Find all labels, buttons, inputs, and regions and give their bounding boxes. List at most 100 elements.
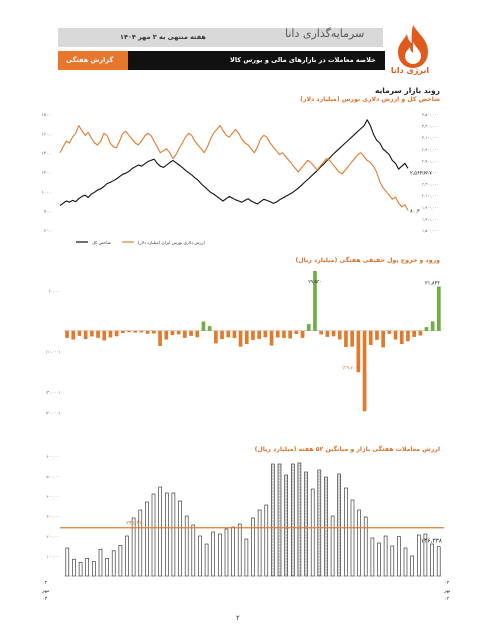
header-title-bar: [58, 51, 385, 70]
trade-bar: [145, 501, 149, 577]
right-tick-label: ۱,۵۰۰,۰۰۰: [422, 228, 439, 233]
x-end-label: ۰۴: [444, 581, 450, 586]
series-line-0: [59, 119, 409, 207]
left-tick-label: ۱۰۰.۰: [42, 189, 52, 194]
left-tick-label: ۱۴۰.۰: [42, 151, 52, 156]
y-tick-label: (۱۰,۰۰۰): [46, 349, 61, 354]
trade-bar: [251, 517, 255, 577]
trade-bar: [436, 546, 441, 577]
trade-bar: [118, 545, 123, 577]
flow-bar: [325, 330, 330, 337]
average-label: ۲۴۱,۳۶۰: [126, 521, 145, 527]
trade-bar: [350, 499, 355, 577]
trade-bar: [125, 535, 129, 577]
trade-bar: [65, 547, 70, 577]
trade-bar: [397, 536, 401, 577]
flow-bar: [65, 330, 69, 338]
flow-bar: [418, 330, 423, 336]
flow-bar: [275, 330, 280, 338]
flow-bar: [406, 330, 410, 342]
flow-bar: [164, 330, 169, 340]
flow-bar: [220, 330, 224, 340]
flow-bar: [114, 330, 119, 337]
flow-bar: [244, 330, 249, 344]
flow-bar: [121, 330, 125, 333]
flow-bar: [238, 330, 243, 347]
right-tick-label: ۲,۵۰۰,۰۰۰: [422, 170, 439, 175]
flow-bar: [102, 330, 107, 341]
y-tick-label: ۵۰۰,۰۰۰: [47, 474, 60, 479]
trade-bar: [165, 492, 169, 577]
flow-bar: [145, 330, 150, 334]
flow-bar: [108, 330, 113, 338]
flow-bar: [226, 330, 231, 338]
trade-bar: [105, 558, 109, 577]
flow-bar: [195, 330, 200, 338]
x-start-label: ۰۴: [42, 581, 48, 586]
flow-bar: [387, 330, 392, 334]
x-end-label: ۰۴: [444, 597, 450, 602]
trade-bar: [244, 538, 249, 577]
right-tick-label: ۲,۱۰۰,۰۰۰: [422, 193, 439, 198]
trade-bar: [383, 535, 388, 577]
left-tick-label: ۱۲۰.۰: [42, 170, 52, 175]
trade-bar: [290, 463, 295, 577]
trade-bar: [151, 493, 156, 577]
flow-bar: [214, 330, 218, 344]
flow-bar: [83, 330, 88, 340]
trade-bar: [264, 504, 269, 577]
flow-bar: [306, 324, 311, 331]
trade-bar: [224, 528, 229, 577]
section-title: روند بازار سرمایه: [374, 86, 440, 95]
index-last-label: ۲,۵۶۴,۲۱۷: [410, 170, 432, 176]
left-tick-label: ۱۸۰.۰: [42, 112, 52, 117]
flow-bar: [201, 321, 206, 331]
flow-bar: [393, 330, 398, 340]
flow-bar: [424, 327, 429, 331]
trade-bar: [98, 548, 103, 577]
trade-bar: [363, 516, 368, 577]
trade-bar: [237, 523, 242, 577]
flow-bar: [170, 330, 175, 336]
left-tick-label: ۶۰.۰: [44, 228, 52, 233]
right-tick-label: ۱,۷۰۰,۰۰۰: [422, 216, 439, 221]
flow-bar: [189, 330, 193, 336]
right-tick-label: ۲,۳۰۰,۰۰۰: [422, 182, 439, 187]
trade-bar: [271, 463, 275, 577]
chart2-title: ورود و خروج پول حقیقی هفتگی (میلیارد ریا…: [295, 257, 440, 264]
x-start-label: ۰۳: [42, 596, 48, 602]
report-label-tab: [58, 51, 128, 70]
trade-bar: [92, 561, 96, 577]
last-flow-label: ۲۱,۸۴۲: [425, 281, 440, 287]
y-tick-label: ۴۰۰,۰۰۰: [47, 494, 60, 499]
last-trade-label: ۱۴۶,۳۳۸: [421, 538, 443, 545]
trade-bar: [304, 471, 308, 577]
trade-bar: [184, 515, 189, 577]
trade-bar: [390, 545, 395, 577]
trade-bar: [72, 558, 76, 577]
flow-bar: [96, 330, 100, 338]
flow-bar: [127, 330, 131, 332]
flow-bar: [430, 321, 435, 331]
trade-bar: [257, 509, 262, 577]
flow-bar: [344, 330, 348, 347]
flow-bar: [257, 330, 261, 339]
y-tick-label: (۴۰,۰۰۰): [46, 410, 61, 415]
flow-bar: [375, 330, 379, 340]
trade-bar: [211, 531, 215, 577]
flow-bar: [90, 330, 94, 337]
real-money-flow-chart: ۲۰,۰۰۰ (۱۰,۰۰۰) (۳۰,۰۰۰) (۴۰,۰۰۰) ۲۹,۵۳۰ (۳۹,…: [46, 271, 442, 415]
flow-bar: [139, 330, 144, 333]
flow-bar: [362, 330, 367, 412]
flow-bar: [337, 330, 342, 340]
y-tick-label: ۱۰۰,۰۰۰: [47, 554, 60, 559]
chart1-title: شاخص کل و ارزش دلاری بورس (میلیارد دلار): [300, 96, 440, 103]
flow-bar: [282, 330, 286, 338]
trade-bar: [111, 550, 116, 577]
trade-bar: [370, 537, 375, 577]
trade-bar: [330, 515, 335, 577]
flow-bar: [412, 330, 416, 337]
flow-bar: [319, 330, 323, 335]
trade-bar: [430, 543, 434, 577]
flow-bar: [269, 330, 274, 346]
